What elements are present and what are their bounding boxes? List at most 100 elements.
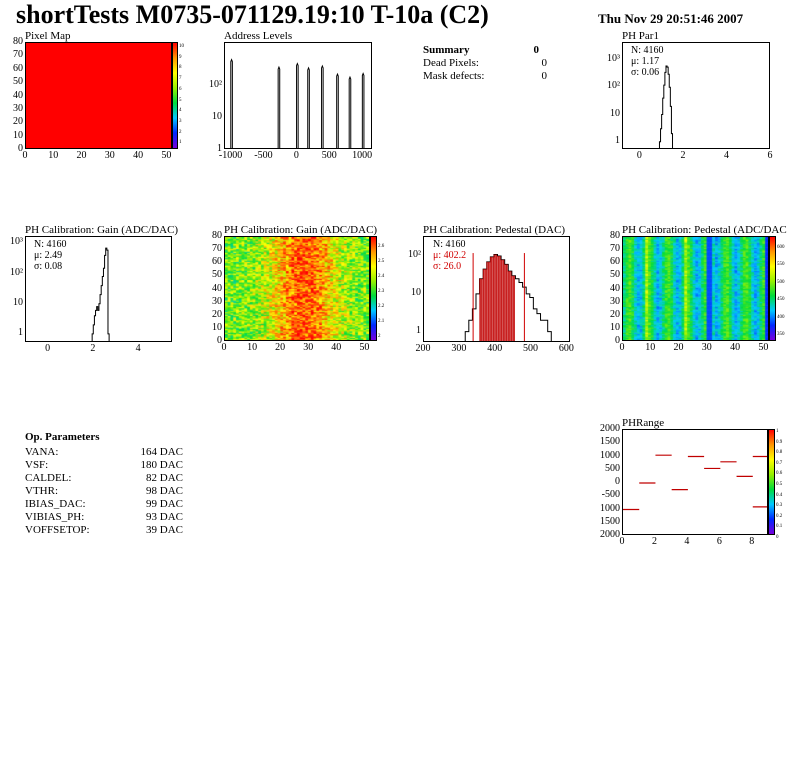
y-tick-label: 10	[610, 107, 620, 119]
x-tick-label: 1000	[352, 150, 373, 161]
y-tick-label: 40	[212, 282, 222, 294]
y-tick-label: 10³	[607, 53, 620, 64]
gain-map-title: PH Calibration: Gain (ADC/DAC)	[224, 224, 378, 236]
pedestal-hist-mean: μ: 402.2	[433, 250, 467, 261]
op-parameter-row: VIBIAS_PH: 93 DAC	[25, 511, 183, 524]
op-parameter-value: 99 DAC	[146, 498, 183, 510]
histogram-line	[658, 65, 674, 148]
y-tick-label: 70	[212, 243, 222, 255]
x-tick-label: 0	[22, 150, 28, 161]
z-tick-label: 0.1	[776, 524, 783, 530]
x-tick-label: 10	[48, 150, 59, 161]
z-tick-label: 5	[179, 97, 182, 103]
x-tick-label: 30	[701, 342, 712, 353]
x-tick-label: 50	[359, 342, 370, 353]
op-parameter-name: VTHR:	[25, 485, 58, 497]
x-tick-label: 300	[451, 343, 467, 354]
y-tick-label: 10	[212, 321, 222, 333]
x-tick-label: 4	[684, 536, 690, 547]
gain-hist-plot	[25, 236, 172, 342]
address-levels-plot	[224, 42, 372, 149]
z-tick-label: 4	[179, 108, 182, 114]
pixel-map-title: Pixel Map	[25, 30, 71, 42]
z-tick-label: 1	[179, 140, 182, 146]
op-parameter-name: CALDEL:	[25, 472, 72, 484]
y-tick-label: 70	[13, 49, 23, 61]
z-tick-label: 500	[777, 279, 785, 285]
address-levels-title: Address Levels	[224, 30, 293, 42]
y-tick-label: 20	[610, 308, 620, 320]
x-tick-label: 500	[321, 150, 337, 161]
x-tick-label: 0	[619, 536, 625, 547]
y-tick-label: 40	[13, 89, 23, 101]
z-tick-label: 0.5	[776, 482, 783, 487]
x-tick-label: 20	[76, 150, 87, 161]
y-tick-label: 30	[13, 102, 23, 114]
phrange-title: PHRange	[622, 417, 665, 429]
y-tick-label: 20	[212, 308, 222, 320]
pedestal-map-color-scale	[769, 236, 776, 341]
gain-hist-n: N: 4160	[34, 239, 67, 250]
y-tick-label: 10	[13, 296, 23, 308]
y-tick-label: 60	[212, 256, 222, 268]
x-tick-label: 40	[730, 342, 741, 353]
z-tick-label: 0.7	[776, 460, 783, 466]
phrange-color-scale	[768, 429, 775, 535]
y-tick-label: 10²	[10, 266, 23, 278]
op-parameters-title: Op. Parameters	[25, 431, 100, 443]
y-tick-label: 1	[217, 143, 222, 154]
op-parameter-value: 164 DAC	[140, 446, 183, 458]
x-tick-label: 0	[293, 150, 299, 161]
z-tick-label: 2.3	[378, 288, 385, 294]
x-tick-label: 200	[415, 343, 431, 354]
x-tick-label: 0	[45, 343, 51, 354]
z-tick-label: 2	[179, 129, 182, 135]
y-tick-label: 60	[610, 256, 620, 268]
ph-par1-plot	[622, 42, 770, 149]
z-tick-label: 1	[776, 429, 779, 434]
y-tick-label: -500	[601, 489, 620, 501]
x-tick-label: 40	[331, 342, 342, 353]
z-tick-label: 10	[179, 44, 184, 49]
y-tick-label: 10	[411, 286, 421, 298]
z-tick-label: 400	[777, 314, 785, 320]
x-tick-label: 4	[135, 343, 141, 354]
op-parameter-name: VANA:	[25, 446, 59, 458]
z-tick-label: 0.6	[776, 471, 783, 477]
z-tick-label: 2.2	[378, 303, 385, 309]
z-tick-label: 2.4	[378, 273, 385, 279]
y-tick-label: 10³	[10, 236, 23, 248]
summary-panel: Summary 0 Dead Pixels: 0 Mask defects: 0	[423, 44, 547, 83]
z-tick-label: 550	[777, 262, 785, 268]
z-tick-label: 0.9	[776, 439, 783, 445]
x-tick-label: 2	[680, 150, 686, 161]
y-tick-label: 80	[610, 230, 620, 241]
y-tick-label: 50	[212, 269, 222, 281]
pedestal-hist-title: PH Calibration: Pedestal (DAC)	[423, 224, 566, 236]
y-tick-label: 80	[212, 230, 222, 241]
x-tick-label: 500	[523, 343, 539, 354]
y-tick-label: 10²	[408, 249, 421, 261]
pedestal-hist-n: N: 4160	[433, 239, 466, 250]
x-tick-label: 2	[90, 343, 96, 354]
z-tick-label: 9	[179, 54, 182, 60]
histogram-line	[91, 247, 110, 341]
histogram-peak	[296, 62, 299, 148]
y-tick-label: 50	[610, 269, 620, 281]
histogram-peak	[348, 75, 352, 148]
y-tick-label: 1000	[600, 502, 620, 514]
timestamp: Thu Nov 29 20:51:46 2007	[598, 11, 744, 26]
z-tick-label: 2.6	[378, 243, 385, 249]
x-tick-label: 4	[723, 150, 729, 161]
dead-pixels-label: Dead Pixels:	[423, 57, 479, 69]
gain-hist-title: PH Calibration: Gain (ADC/DAC)	[25, 224, 179, 236]
gain-map-color-scale	[370, 236, 377, 341]
x-tick-label: 40	[133, 150, 144, 161]
z-tick-label: 2.1	[378, 318, 385, 324]
y-tick-label: 10²	[607, 80, 620, 92]
y-tick-label: 1	[416, 324, 421, 336]
ph-par1-mean: μ: 1.17	[631, 56, 660, 67]
x-tick-label: 0	[636, 150, 642, 161]
y-tick-label: 1	[615, 134, 620, 146]
histogram-peak	[321, 64, 324, 148]
